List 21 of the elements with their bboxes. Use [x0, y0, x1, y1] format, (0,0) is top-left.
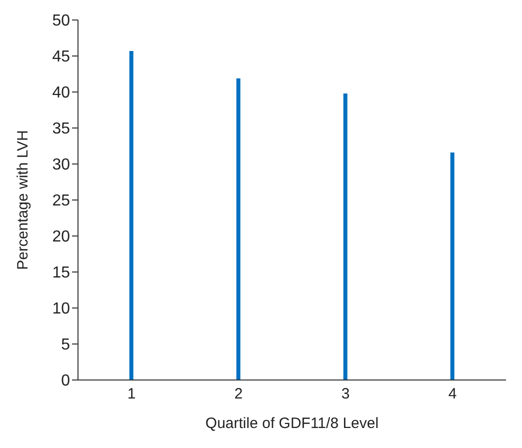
- x-tick-label: 1: [127, 386, 136, 403]
- y-tick-label: 15: [52, 264, 70, 282]
- y-axis-title: Percentage with LVH: [14, 130, 32, 270]
- x-axis-title: Quartile of GDF11/8 Level: [205, 415, 379, 432]
- bar: [450, 152, 454, 380]
- x-tick-label: 2: [234, 386, 243, 403]
- y-tick-label: 40: [52, 84, 70, 102]
- y-tick-label: 45: [52, 48, 70, 66]
- x-tick-label: 3: [341, 386, 350, 403]
- bar: [129, 50, 134, 380]
- y-tick-label: 5: [61, 336, 70, 354]
- y-tick-label: 50: [52, 12, 70, 30]
- bar: [343, 93, 348, 380]
- y-tick-label: 20: [52, 228, 70, 246]
- y-tick-label: 25: [52, 192, 70, 210]
- y-tick-label: 35: [52, 120, 70, 138]
- y-tick-label: 0: [61, 372, 70, 390]
- bar: [236, 78, 240, 380]
- y-tick-label: 30: [52, 156, 70, 174]
- x-tick-label: 4: [448, 386, 457, 403]
- y-tick-label: 10: [52, 300, 70, 318]
